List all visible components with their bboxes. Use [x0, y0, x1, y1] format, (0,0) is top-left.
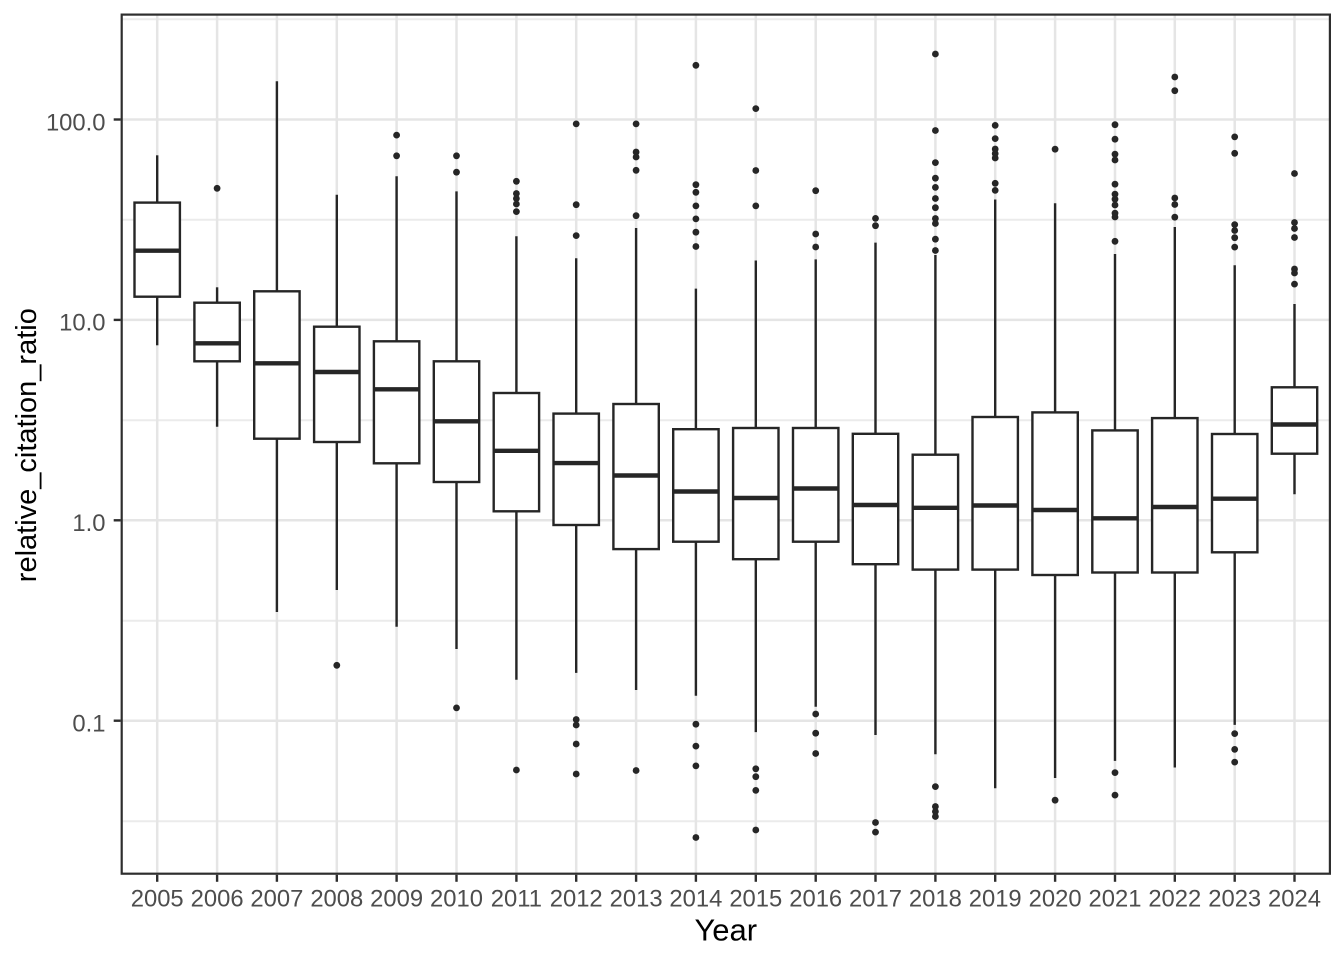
svg-text:relative_citation_ratio: relative_citation_ratio	[11, 308, 43, 582]
svg-text:2015: 2015	[729, 885, 782, 912]
svg-text:2019: 2019	[969, 885, 1022, 912]
svg-text:2008: 2008	[310, 885, 363, 912]
svg-text:2016: 2016	[789, 885, 842, 912]
svg-text:2010: 2010	[430, 885, 483, 912]
svg-text:1.0: 1.0	[72, 510, 105, 537]
svg-text:2021: 2021	[1089, 885, 1142, 912]
svg-text:2014: 2014	[669, 885, 722, 912]
svg-text:10.0: 10.0	[59, 310, 105, 337]
svg-text:2005: 2005	[131, 885, 184, 912]
svg-text:2024: 2024	[1268, 885, 1321, 912]
svg-text:2007: 2007	[250, 885, 303, 912]
svg-text:2006: 2006	[191, 885, 244, 912]
svg-text:2018: 2018	[909, 885, 962, 912]
svg-text:2020: 2020	[1029, 885, 1082, 912]
svg-text:2013: 2013	[610, 885, 663, 912]
svg-text:2017: 2017	[849, 885, 902, 912]
svg-text:Year: Year	[694, 912, 757, 947]
svg-text:0.1: 0.1	[72, 711, 105, 738]
svg-text:2009: 2009	[370, 885, 423, 912]
svg-text:2023: 2023	[1208, 885, 1261, 912]
svg-text:2011: 2011	[491, 885, 542, 912]
svg-text:2022: 2022	[1148, 885, 1201, 912]
svg-text:100.0: 100.0	[46, 109, 106, 136]
svg-text:2012: 2012	[550, 885, 603, 912]
